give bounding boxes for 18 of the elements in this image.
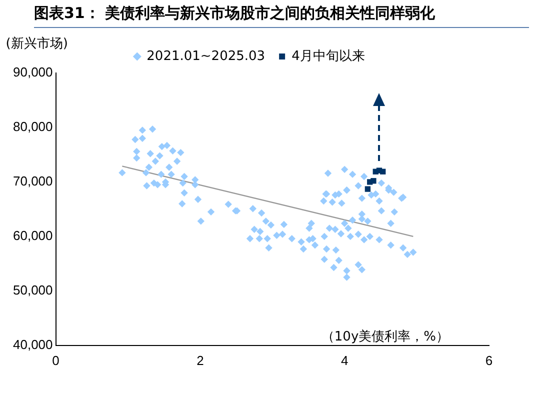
x-tick-label: 4 xyxy=(340,352,348,368)
point xyxy=(370,178,376,184)
point xyxy=(380,168,386,174)
x-tick-label: 0 xyxy=(52,352,60,368)
legend-label: 2021.01~2025.03 xyxy=(146,48,266,64)
x-tick-label: 2 xyxy=(196,352,204,368)
x-axis-title: （10y美债利率，%） xyxy=(321,328,449,344)
y-tick-label: 60,000 xyxy=(12,228,53,244)
chart-title: 图表31： 美债利率与新兴市场股市之间的负相关性同样弱化 xyxy=(34,4,529,28)
y-tick-label: 80,000 xyxy=(12,119,53,134)
y-tick-label: 70,000 xyxy=(12,174,53,189)
y-tick-label: 90,000 xyxy=(12,64,53,80)
y-tick-label: 50,000 xyxy=(12,282,53,298)
x-tick-label: 6 xyxy=(485,352,493,368)
y-axis-title: (新兴市场) xyxy=(6,36,68,52)
y-tick-label: 40,000 xyxy=(12,336,53,352)
legend-label: 4月中旬以来 xyxy=(292,48,365,64)
point xyxy=(364,186,371,192)
